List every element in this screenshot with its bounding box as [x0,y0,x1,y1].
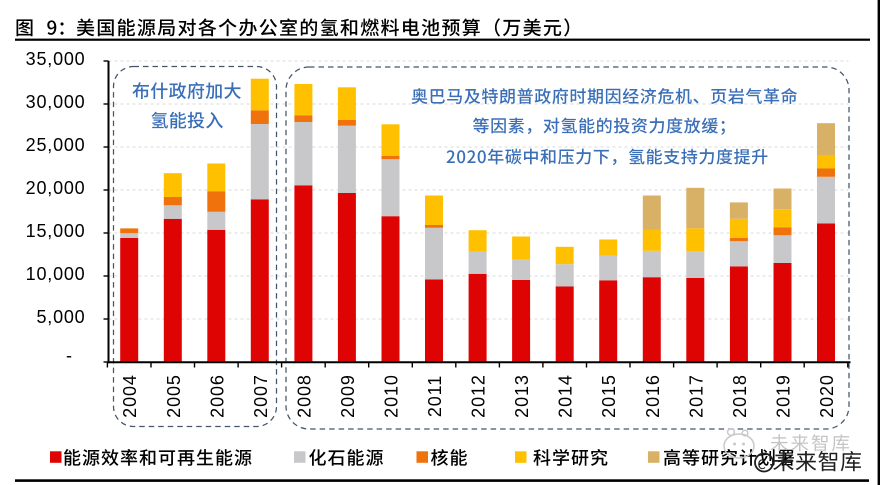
svg-text:2006: 2006 [207,374,227,418]
svg-text:2009: 2009 [338,374,358,418]
svg-text:30,000: 30,000 [26,92,86,112]
svg-text:2007: 2007 [251,374,271,418]
svg-text:2011: 2011 [425,375,445,417]
svg-text:20,000: 20,000 [26,178,86,198]
svg-text:10,000: 10,000 [26,264,86,284]
svg-text:2008: 2008 [294,374,314,418]
svg-text:2013: 2013 [512,374,532,418]
svg-text:2014: 2014 [556,374,576,418]
svg-text:-: - [66,346,72,366]
svg-text:2020: 2020 [817,374,837,418]
svg-text:2010: 2010 [382,374,402,418]
svg-text:15,000: 15,000 [26,221,86,241]
svg-text:2019: 2019 [774,374,794,418]
svg-text:2015: 2015 [599,374,619,418]
svg-text:2016: 2016 [643,374,663,418]
svg-text:2017: 2017 [686,374,706,418]
svg-text:2004: 2004 [120,374,140,418]
svg-text:2018: 2018 [730,374,750,418]
svg-text:25,000: 25,000 [26,135,86,155]
svg-text:2012: 2012 [469,374,489,418]
svg-text:2005: 2005 [164,374,184,418]
svg-text:35,000: 35,000 [26,49,86,69]
svg-text:5,000: 5,000 [36,307,85,327]
